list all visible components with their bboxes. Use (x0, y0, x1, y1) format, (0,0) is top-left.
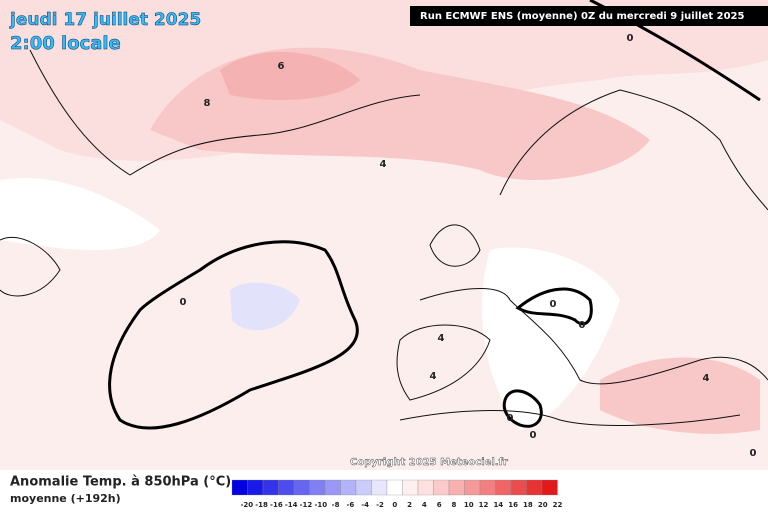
colorbar-tick-label: -12 (300, 501, 313, 509)
contour-line (108, 240, 359, 430)
contour-label: 0 (550, 299, 557, 310)
colorbar-cell (464, 479, 481, 496)
colorbar-tick-label: 2 (407, 501, 412, 509)
colorbar-cell (293, 479, 310, 496)
contour-labels: 0 8 6 4 0 4 4 0 0 0 0 4 0 (180, 33, 757, 459)
date-label: jeudi 17 juillet 2025 (9, 10, 201, 30)
colorbar-cell (402, 479, 419, 496)
anomaly-area (220, 51, 360, 100)
contour-label: 6 (278, 61, 285, 72)
colorbar-tick-label: 18 (523, 501, 533, 509)
colorbar-tick-label: 14 (493, 501, 503, 509)
colorbar-tick-label: -14 (285, 501, 298, 509)
colorbar-cell (371, 479, 388, 496)
colorbar-tick-label: -16 (270, 501, 283, 509)
colorbar-tick-label: -2 (376, 501, 384, 509)
contour-label: 0 (507, 413, 514, 424)
colorbar-cell (324, 479, 341, 496)
contour-label: 0 (180, 297, 187, 308)
colorbar-cell (495, 479, 512, 496)
anomaly-area (230, 282, 300, 331)
colorbar-cell (355, 479, 372, 496)
colorbar-tick-label: 12 (479, 501, 489, 509)
colorbar-tick-label: -20 (240, 501, 253, 509)
legend-title: Anomalie Temp. à 850hPa (°C) (10, 475, 231, 490)
copyright: Copyright 2025 Meteociel.fr (350, 457, 508, 468)
colorbar-tick-label: 10 (464, 501, 474, 509)
colorbar-cell (433, 479, 450, 496)
colorbar-cell (278, 479, 295, 496)
contour-label: 4 (430, 371, 437, 382)
colorbar-cell (262, 479, 279, 496)
colorbar-tick-label: 22 (553, 501, 563, 509)
coastline (399, 410, 741, 426)
colorbar-cell (340, 479, 357, 496)
coastline (0, 236, 61, 297)
coastline (29, 49, 421, 176)
colorbar-tick-label: -8 (332, 501, 340, 509)
colorbar-tick-label: 0 (392, 501, 397, 509)
contour-label: 4 (380, 159, 387, 170)
colorbar-cell (231, 479, 248, 496)
coastline (419, 288, 768, 385)
contour-label: 0 (750, 448, 757, 459)
colorbar-tick-label: 20 (538, 501, 548, 509)
contour-label: 0 (530, 430, 537, 441)
colorbar-tick-label: 6 (437, 501, 442, 509)
colorbar-tick-label: -18 (255, 501, 268, 509)
colorbar-tick-label: -10 (314, 501, 327, 509)
contour-label: 8 (204, 98, 211, 109)
time-label: 2:00 locale (10, 33, 121, 54)
colorbar-cell (448, 479, 465, 496)
contour-line (502, 389, 543, 428)
colorbar-cell (479, 479, 496, 496)
colorbar-tick-label: 8 (451, 501, 456, 509)
contour-line (515, 287, 593, 326)
contour-label: 4 (438, 333, 445, 344)
contour-label: 4 (703, 373, 710, 384)
colorbar-cell (510, 479, 527, 496)
colorbar-tick-label: 16 (508, 501, 518, 509)
coastlines (0, 49, 768, 426)
colorbar-cell (386, 479, 403, 496)
anomaly-area (600, 357, 760, 434)
colorbar-cell (526, 479, 543, 496)
run-banner (410, 6, 768, 26)
contour-label: 0 (627, 33, 634, 44)
colorbar-tick-label: 4 (422, 501, 427, 509)
colorbar-tick-label: -4 (361, 501, 369, 509)
colorbar-cell (247, 479, 264, 496)
run-label: Run ECMWF ENS (moyenne) 0Z du mercredi 9… (420, 11, 744, 22)
coastline (396, 324, 491, 401)
colorbar-cell (541, 479, 558, 496)
colorbar-tick-label: -6 (346, 501, 354, 509)
colorbar: -20 -18 -16 -14 -12 -10 -8 -6 -4 -2 0 2 4 6 8 10 12 14 16 1… (231, 479, 563, 509)
anomaly-area (0, 178, 160, 250)
legend-subtitle: moyenne (+192h) (10, 492, 121, 505)
colorbar-cell (417, 479, 434, 496)
coastline (499, 89, 768, 211)
coastline (429, 224, 481, 267)
colorbar-cell (309, 479, 326, 496)
contour-label: 0 (579, 320, 586, 331)
